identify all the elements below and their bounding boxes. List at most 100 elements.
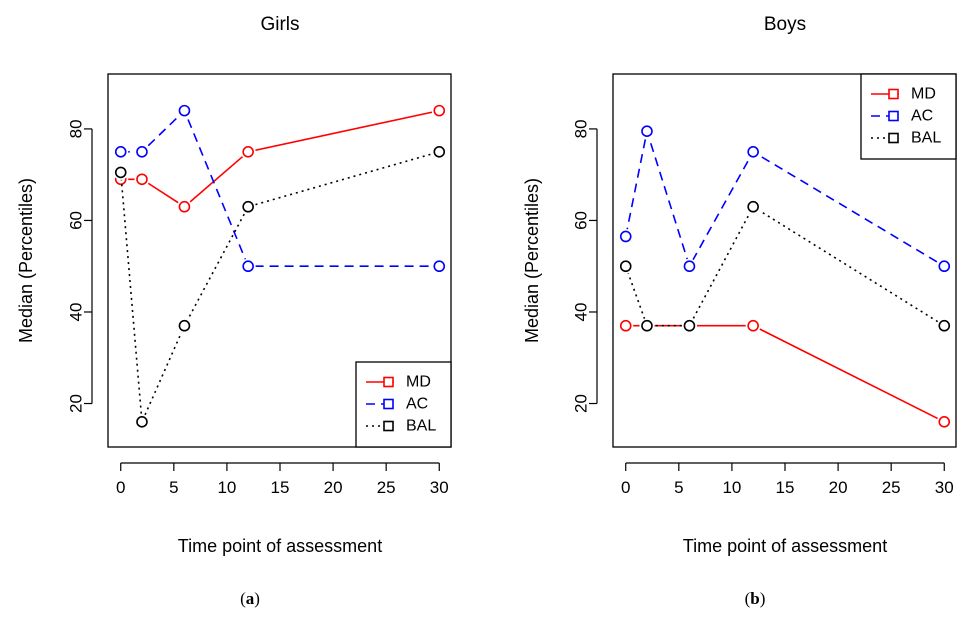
- legend-item-md: MD: [366, 374, 431, 391]
- x-tick-label: 25: [377, 478, 396, 497]
- legend-label: BAL: [911, 130, 941, 147]
- legend-label: AC: [911, 108, 933, 125]
- data-point: [683, 260, 696, 273]
- panel-caption: (a): [240, 589, 260, 608]
- data-point: [619, 230, 632, 243]
- legend-label: MD: [911, 86, 936, 103]
- y-tick-label: 20: [67, 394, 86, 413]
- plot-frame: [612, 73, 957, 448]
- x-tick-label: 30: [935, 478, 954, 497]
- data-point: [683, 319, 696, 332]
- panel-caption-open: (: [745, 589, 751, 608]
- data-point: [114, 166, 127, 179]
- y-tick-label: 60: [67, 211, 86, 230]
- legend: MD AC BAL: [860, 73, 957, 160]
- x-axis-label: Time point of assessment: [178, 536, 382, 556]
- data-point: [747, 319, 759, 332]
- data-point: [619, 319, 632, 332]
- data-point: [433, 104, 446, 117]
- data-point: [242, 146, 254, 158]
- data-point: [178, 104, 191, 117]
- data-point: [242, 260, 254, 273]
- x-tick-label: 10: [217, 478, 236, 497]
- legend-marker: [888, 88, 899, 100]
- series-line: [624, 205, 945, 327]
- data-point: [747, 200, 759, 213]
- data-point: [641, 125, 653, 138]
- legend-label: BAL: [406, 418, 436, 435]
- y-axis: 20 40 60 80: [572, 119, 598, 413]
- panel-1: Girls 0 5 10 15 20 25 30 20 40 60 80 Time point of a…: [16, 14, 452, 608]
- legend-item-bal: BAL: [366, 418, 436, 435]
- x-axis: 0 5 10 15 20 25 30: [621, 462, 954, 497]
- y-tick-label: 20: [572, 394, 591, 413]
- data-point: [938, 260, 951, 273]
- panel-2: Boys 0 5 10 15 20 25 30 20 40 60 80 Time point of as…: [522, 14, 957, 608]
- legend-box: [860, 73, 957, 160]
- y-tick-label: 40: [67, 303, 86, 322]
- legend-item-ac: AC: [871, 108, 933, 125]
- data-point: [136, 146, 148, 158]
- series-ac: [618, 123, 952, 274]
- y-axis: 20 40 60 80: [67, 119, 93, 413]
- x-tick-label: 15: [271, 478, 290, 497]
- x-tick-label: 5: [169, 478, 178, 497]
- series-ac: [113, 103, 447, 274]
- y-axis-label: Median (Percentiles): [16, 178, 36, 343]
- y-tick-label: 60: [572, 211, 591, 230]
- legend-marker: [383, 420, 394, 432]
- panel-caption-letter: a: [246, 589, 255, 608]
- x-axis: 0 5 10 15 20 25 30: [116, 462, 449, 497]
- series-line: [625, 324, 945, 423]
- chart-title: Boys: [764, 14, 806, 35]
- legend-marker: [888, 110, 899, 122]
- legend-label: MD: [406, 374, 431, 391]
- series-md: [618, 318, 952, 430]
- y-axis-label: Median (Percentiles): [522, 178, 542, 343]
- data-point: [938, 319, 951, 332]
- data-point: [938, 416, 951, 428]
- series-line: [120, 109, 440, 268]
- legend-item-ac: AC: [366, 396, 428, 413]
- panel-caption: (b): [745, 589, 766, 608]
- plot-frame: [107, 73, 452, 448]
- legend-marker: [383, 376, 394, 388]
- panel-caption-close: ): [760, 589, 766, 608]
- panel-caption-close: ): [254, 589, 260, 608]
- data-point: [747, 146, 759, 158]
- legend-label: AC: [406, 396, 428, 413]
- panel-caption-open: (: [240, 589, 246, 608]
- data-point: [242, 200, 254, 213]
- x-tick-label: 10: [722, 478, 741, 497]
- x-tick-label: 5: [674, 478, 683, 497]
- x-tick-label: 0: [116, 478, 125, 497]
- series-md: [113, 103, 447, 215]
- y-tick-label: 80: [67, 119, 86, 138]
- data-point: [433, 146, 446, 158]
- series-line: [120, 109, 440, 208]
- x-tick-label: 20: [829, 478, 848, 497]
- y-tick-label: 40: [572, 303, 591, 322]
- legend: MD AC BAL: [355, 361, 452, 448]
- panel-caption-letter: b: [750, 589, 759, 608]
- data-point: [641, 319, 653, 332]
- x-tick-label: 15: [776, 478, 795, 497]
- x-tick-label: 0: [621, 478, 630, 497]
- legend-marker: [888, 132, 899, 144]
- series-bal: [113, 144, 447, 430]
- x-tick-label: 30: [430, 478, 449, 497]
- legend-marker: [383, 398, 394, 410]
- legend-item-bal: BAL: [871, 130, 941, 147]
- data-point: [114, 146, 127, 158]
- data-point: [178, 319, 191, 332]
- data-point: [433, 260, 446, 273]
- x-tick-label: 20: [324, 478, 343, 497]
- x-axis-label: Time point of assessment: [683, 536, 887, 556]
- series-bal: [618, 199, 952, 334]
- data-point: [136, 416, 148, 428]
- data-point: [619, 260, 632, 273]
- data-point: [136, 173, 148, 186]
- y-tick-label: 80: [572, 119, 591, 138]
